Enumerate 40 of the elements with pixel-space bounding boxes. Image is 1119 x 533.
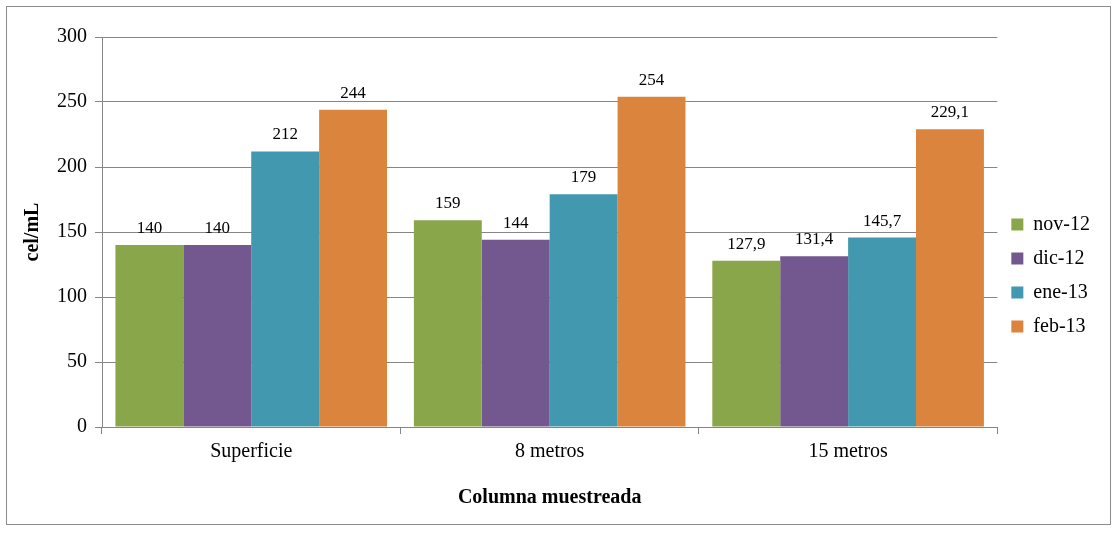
bar (916, 129, 984, 427)
bar (251, 151, 320, 427)
bar (183, 245, 252, 427)
y-tick-label: 250 (57, 89, 87, 112)
x-axis-title: Columna muestreada (457, 485, 642, 508)
x-tick-label: 15 metros (808, 439, 889, 462)
bar (617, 96, 686, 427)
data-label: 140 (136, 217, 163, 237)
data-label: 127,9 (727, 233, 766, 253)
bar (848, 237, 917, 427)
data-label: 140 (204, 217, 231, 237)
y-axis-title: cel/mL (20, 202, 43, 262)
y-tick-label: 50 (67, 349, 87, 372)
data-label: 144 (502, 212, 529, 232)
y-tick-label: 100 (57, 284, 87, 307)
x-tick-label: 8 metros (514, 439, 585, 462)
y-tick-label: 300 (57, 24, 87, 47)
data-label: 179 (570, 167, 597, 187)
data-label: 212 (272, 124, 298, 144)
bar (712, 260, 781, 427)
data-label: 229,1 (930, 102, 970, 122)
bar (319, 109, 388, 427)
data-label: 131,4 (795, 229, 834, 249)
bar (549, 194, 618, 427)
x-tick-label: Superficie (210, 439, 293, 463)
y-tick-label: 150 (57, 219, 87, 242)
y-tick-label: 200 (57, 154, 87, 177)
bar (115, 245, 184, 427)
bar (780, 256, 849, 427)
data-label: 244 (340, 82, 367, 102)
bar (481, 239, 550, 427)
bar (413, 220, 482, 427)
legend-label: feb-13 (1033, 313, 1086, 336)
legend-label: ene-13 (1033, 279, 1088, 302)
legend-label: dic-12 (1033, 245, 1085, 268)
data-label: 159 (435, 193, 461, 213)
data-label: 145,7 (862, 210, 902, 230)
y-tick-label: 0 (77, 414, 87, 437)
data-label: 254 (638, 69, 665, 89)
legend-label: nov-12 (1033, 211, 1091, 234)
